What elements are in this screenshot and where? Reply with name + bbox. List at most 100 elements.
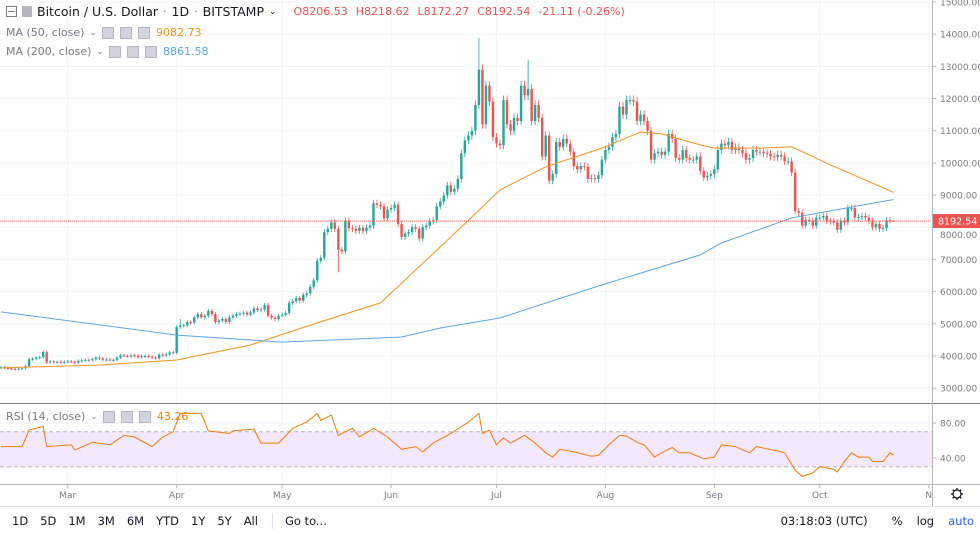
percent-scale-toggle[interactable]: % bbox=[891, 514, 903, 528]
candle-body bbox=[432, 220, 435, 222]
range-1y[interactable]: 1Y bbox=[191, 514, 206, 528]
candle-body bbox=[653, 153, 656, 160]
candle-body bbox=[94, 357, 98, 360]
candle bbox=[203, 313, 207, 320]
candle-body bbox=[699, 156, 702, 171]
ma200-close-icon[interactable] bbox=[144, 45, 157, 58]
ma200-label[interactable]: MA (200, close) bbox=[6, 45, 92, 58]
candle-body bbox=[31, 358, 34, 360]
candle-body bbox=[530, 88, 533, 122]
ma50-visibility-icon[interactable] bbox=[101, 26, 114, 39]
candle-body bbox=[649, 130, 653, 160]
candle-body bbox=[168, 352, 171, 355]
candle bbox=[656, 147, 660, 158]
candle bbox=[319, 255, 322, 264]
candle bbox=[737, 143, 741, 155]
candle bbox=[892, 220, 895, 222]
ma200-visibility-icon[interactable] bbox=[108, 45, 121, 58]
range-6m[interactable]: 6M bbox=[126, 514, 145, 528]
candle-body bbox=[312, 280, 315, 287]
candle bbox=[864, 212, 867, 221]
candle bbox=[446, 181, 449, 199]
candle bbox=[765, 149, 769, 158]
candle bbox=[495, 132, 498, 148]
candle-body bbox=[614, 133, 618, 138]
log-scale-toggle[interactable]: log bbox=[916, 514, 935, 528]
candle bbox=[94, 356, 98, 361]
clock-timezone[interactable]: 03:18:03 (UTC) bbox=[780, 514, 868, 528]
time-axis-label: N bbox=[925, 491, 932, 501]
candle-body bbox=[625, 100, 628, 115]
goto-button[interactable]: Go to... bbox=[284, 514, 327, 528]
range-3m[interactable]: 3M bbox=[97, 514, 115, 528]
candle-body bbox=[133, 355, 136, 357]
rsi-close-icon[interactable] bbox=[138, 410, 151, 423]
candle bbox=[280, 312, 284, 318]
interval-label[interactable]: 1D bbox=[171, 4, 190, 19]
candle bbox=[196, 312, 199, 320]
candle bbox=[762, 147, 765, 158]
candle bbox=[734, 143, 737, 155]
candle bbox=[516, 113, 519, 126]
candle bbox=[439, 198, 442, 210]
candle bbox=[836, 219, 839, 233]
candle-body bbox=[512, 117, 516, 131]
candle-body bbox=[354, 228, 358, 231]
chevron-down-icon[interactable]: ⌄ bbox=[96, 46, 104, 57]
range-ytd[interactable]: YTD bbox=[156, 514, 179, 528]
candle bbox=[674, 134, 677, 162]
chevron-down-icon[interactable]: ⌄ bbox=[90, 411, 98, 422]
candle-body bbox=[498, 143, 502, 146]
candle bbox=[382, 203, 386, 222]
candle-body bbox=[674, 138, 677, 159]
candle bbox=[27, 357, 31, 368]
chevron-down-icon[interactable]: ⌄ bbox=[89, 27, 97, 38]
candle bbox=[491, 97, 495, 142]
candle bbox=[815, 214, 818, 229]
rsi-visibility-icon[interactable] bbox=[102, 410, 115, 423]
chevron-down-icon[interactable]: ⌄ bbox=[269, 6, 277, 17]
rsi-settings-icon[interactable] bbox=[120, 410, 133, 423]
candle-body bbox=[604, 150, 607, 160]
symbol-logo-icon bbox=[22, 6, 32, 17]
candle bbox=[337, 225, 340, 273]
candle bbox=[639, 110, 642, 126]
candle bbox=[210, 308, 214, 317]
rsi-label[interactable]: RSI (14, close) bbox=[6, 410, 86, 423]
gear-icon[interactable] bbox=[951, 488, 963, 500]
range-5d[interactable]: 5D bbox=[40, 514, 57, 528]
candle-body bbox=[136, 355, 140, 358]
candle bbox=[611, 132, 614, 151]
collapse-legend-icon[interactable] bbox=[6, 6, 17, 17]
candle-body bbox=[709, 174, 713, 176]
candle-body bbox=[786, 161, 790, 163]
candle-body bbox=[396, 204, 400, 225]
range-5y[interactable]: 5Y bbox=[217, 514, 232, 528]
ma50-settings-icon[interactable] bbox=[119, 26, 132, 39]
exchange-label[interactable]: BITSTAMP bbox=[202, 4, 264, 19]
price-axis-label: 11000.00 bbox=[940, 127, 980, 137]
range-1m[interactable]: 1M bbox=[68, 514, 86, 528]
candle bbox=[713, 165, 716, 178]
candle-body bbox=[439, 201, 442, 207]
candle bbox=[744, 149, 748, 164]
candle-body bbox=[214, 314, 217, 323]
ma200-settings-icon[interactable] bbox=[126, 45, 139, 58]
candle-body bbox=[277, 315, 280, 319]
chart-canvas[interactable]: 15000.00 14000.00 13000.00 12000.00 11000.00… bbox=[0, 0, 980, 506]
range-1d[interactable]: 1D bbox=[12, 514, 29, 528]
bottom-toolbar: 1D 5D 1M 3M 6M YTD 1Y 5Y All Go to... 03… bbox=[0, 506, 980, 535]
candle bbox=[576, 162, 579, 174]
ma50-close-icon[interactable] bbox=[137, 26, 150, 39]
candle bbox=[583, 162, 586, 171]
candle-body bbox=[495, 137, 498, 144]
auto-scale-toggle[interactable]: auto bbox=[948, 514, 974, 528]
candle bbox=[706, 172, 709, 182]
range-all[interactable]: All bbox=[243, 514, 258, 528]
candle bbox=[224, 316, 228, 324]
candle bbox=[38, 355, 41, 360]
ma50-label[interactable]: MA (50, close) bbox=[6, 26, 85, 39]
symbol-title[interactable]: Bitcoin / U.S. Dollar bbox=[37, 4, 159, 19]
candle bbox=[435, 203, 438, 224]
candle bbox=[793, 168, 797, 215]
